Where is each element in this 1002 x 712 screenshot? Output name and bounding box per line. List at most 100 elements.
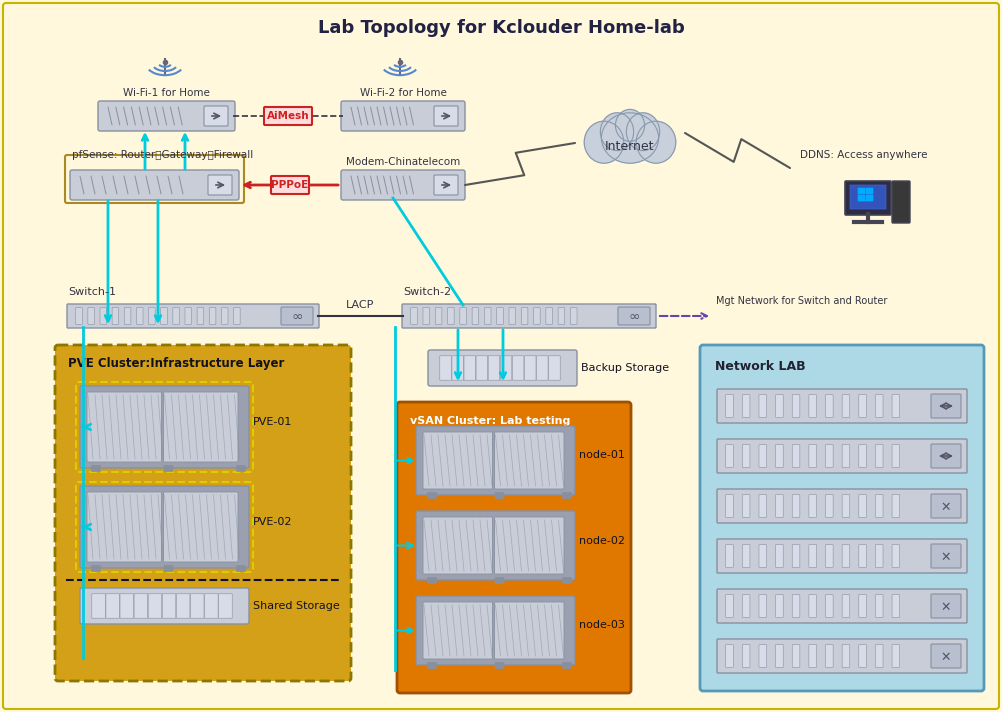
Text: DDNS: Access anywhere: DDNS: Access anywhere <box>800 150 928 160</box>
FancyBboxPatch shape <box>164 565 173 572</box>
FancyBboxPatch shape <box>163 492 238 562</box>
FancyBboxPatch shape <box>866 188 874 194</box>
FancyBboxPatch shape <box>495 493 504 498</box>
FancyBboxPatch shape <box>842 394 850 417</box>
FancyBboxPatch shape <box>876 445 883 467</box>
FancyBboxPatch shape <box>264 107 312 125</box>
FancyBboxPatch shape <box>500 356 512 380</box>
FancyBboxPatch shape <box>793 495 800 518</box>
FancyBboxPatch shape <box>892 595 900 617</box>
FancyBboxPatch shape <box>793 445 800 467</box>
FancyBboxPatch shape <box>842 595 850 617</box>
Ellipse shape <box>584 121 624 163</box>
FancyBboxPatch shape <box>233 308 240 324</box>
FancyBboxPatch shape <box>570 308 577 324</box>
Text: Mgt Network for Switch and Router: Mgt Network for Switch and Router <box>716 296 888 306</box>
FancyBboxPatch shape <box>464 356 476 380</box>
FancyBboxPatch shape <box>112 308 118 324</box>
Text: node-03: node-03 <box>579 620 625 631</box>
FancyBboxPatch shape <box>434 175 458 195</box>
FancyBboxPatch shape <box>497 308 503 324</box>
FancyBboxPatch shape <box>826 644 833 667</box>
FancyBboxPatch shape <box>892 445 900 467</box>
Ellipse shape <box>601 112 658 163</box>
FancyBboxPatch shape <box>776 545 784 567</box>
FancyBboxPatch shape <box>88 308 94 324</box>
FancyBboxPatch shape <box>725 445 733 467</box>
FancyBboxPatch shape <box>208 175 232 195</box>
FancyBboxPatch shape <box>700 345 984 691</box>
FancyBboxPatch shape <box>416 511 575 580</box>
FancyBboxPatch shape <box>809 394 817 417</box>
Ellipse shape <box>626 112 659 151</box>
FancyBboxPatch shape <box>742 595 749 617</box>
FancyBboxPatch shape <box>876 644 883 667</box>
FancyBboxPatch shape <box>742 394 749 417</box>
FancyBboxPatch shape <box>793 595 800 617</box>
FancyBboxPatch shape <box>495 432 564 489</box>
FancyBboxPatch shape <box>190 594 204 618</box>
FancyBboxPatch shape <box>759 595 767 617</box>
FancyBboxPatch shape <box>428 662 437 669</box>
FancyBboxPatch shape <box>759 495 767 518</box>
FancyBboxPatch shape <box>271 176 309 194</box>
Text: Backup Storage: Backup Storage <box>581 363 669 373</box>
Text: Network LAB: Network LAB <box>715 360 806 372</box>
FancyBboxPatch shape <box>281 307 313 325</box>
FancyBboxPatch shape <box>826 445 833 467</box>
FancyBboxPatch shape <box>218 594 232 618</box>
FancyBboxPatch shape <box>435 308 442 324</box>
FancyBboxPatch shape <box>70 170 239 200</box>
FancyBboxPatch shape <box>416 426 575 495</box>
FancyBboxPatch shape <box>759 445 767 467</box>
FancyBboxPatch shape <box>67 304 319 328</box>
FancyBboxPatch shape <box>892 545 900 567</box>
FancyBboxPatch shape <box>826 394 833 417</box>
FancyBboxPatch shape <box>859 644 867 667</box>
FancyBboxPatch shape <box>411 308 417 324</box>
Text: PPPoE: PPPoE <box>272 180 309 190</box>
FancyBboxPatch shape <box>106 594 119 618</box>
FancyBboxPatch shape <box>776 394 784 417</box>
FancyBboxPatch shape <box>725 495 733 518</box>
FancyBboxPatch shape <box>221 308 228 324</box>
FancyBboxPatch shape <box>892 644 900 667</box>
FancyBboxPatch shape <box>558 308 565 324</box>
FancyBboxPatch shape <box>440 356 451 380</box>
FancyBboxPatch shape <box>793 394 800 417</box>
FancyBboxPatch shape <box>562 493 571 498</box>
FancyBboxPatch shape <box>209 308 215 324</box>
FancyBboxPatch shape <box>725 644 733 667</box>
FancyBboxPatch shape <box>562 662 571 669</box>
FancyBboxPatch shape <box>533 308 540 324</box>
FancyBboxPatch shape <box>859 394 867 417</box>
FancyBboxPatch shape <box>850 185 886 209</box>
FancyBboxPatch shape <box>866 194 874 201</box>
FancyBboxPatch shape <box>204 594 218 618</box>
Text: Wi-Fi-1 for Home: Wi-Fi-1 for Home <box>123 88 210 98</box>
FancyBboxPatch shape <box>423 432 493 489</box>
FancyBboxPatch shape <box>91 565 100 572</box>
Text: Switch-2: Switch-2 <box>403 287 451 297</box>
FancyBboxPatch shape <box>776 445 784 467</box>
FancyBboxPatch shape <box>55 345 351 681</box>
Ellipse shape <box>615 110 644 142</box>
FancyBboxPatch shape <box>428 493 437 498</box>
FancyBboxPatch shape <box>495 577 504 584</box>
FancyBboxPatch shape <box>776 495 784 518</box>
FancyBboxPatch shape <box>136 308 143 324</box>
FancyBboxPatch shape <box>428 577 437 584</box>
FancyBboxPatch shape <box>537 356 548 380</box>
FancyBboxPatch shape <box>759 644 767 667</box>
FancyBboxPatch shape <box>892 495 900 518</box>
FancyBboxPatch shape <box>876 545 883 567</box>
FancyBboxPatch shape <box>725 595 733 617</box>
FancyBboxPatch shape <box>742 644 749 667</box>
FancyBboxPatch shape <box>826 495 833 518</box>
FancyBboxPatch shape <box>476 356 488 380</box>
FancyBboxPatch shape <box>842 445 850 467</box>
FancyBboxPatch shape <box>341 101 465 131</box>
Text: ∞: ∞ <box>628 310 639 324</box>
Text: pfSense: Router、Gateway、Firewall: pfSense: Router、Gateway、Firewall <box>72 150 254 160</box>
FancyBboxPatch shape <box>87 492 161 562</box>
